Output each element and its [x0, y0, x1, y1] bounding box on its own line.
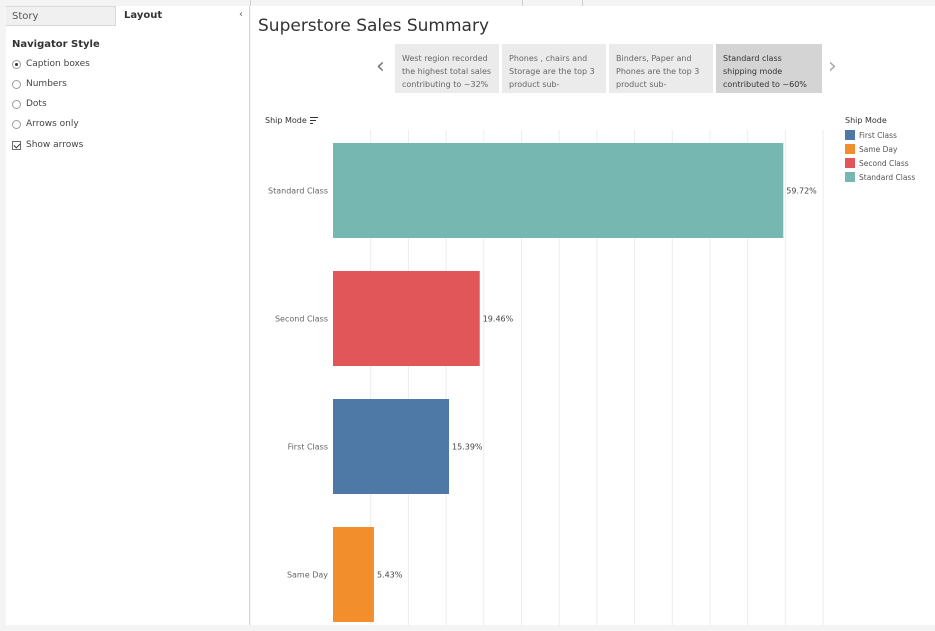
- option-label: Arrows only: [26, 119, 79, 129]
- story-point-caption[interactable]: Phones , chairs and Storage are the top …: [502, 44, 606, 93]
- legend-swatch: [845, 130, 855, 140]
- legend-item-standard-class[interactable]: Standard Class: [845, 170, 933, 184]
- data-label: 59.72%: [786, 187, 817, 196]
- chevron-left-icon[interactable]: ‹: [376, 54, 385, 79]
- option-numbers[interactable]: Numbers: [12, 77, 67, 91]
- legend[interactable]: Ship Mode First Class Same Day Second Cl…: [845, 116, 933, 184]
- toolbar-divider: [250, 0, 251, 6]
- category-label: Same Day: [287, 571, 328, 580]
- legend-item-first-class[interactable]: First Class: [845, 128, 933, 142]
- show-arrows-checkbox[interactable]: Show arrows: [12, 138, 83, 152]
- data-label: 15.39%: [452, 443, 483, 452]
- category-label: First Class: [288, 443, 328, 452]
- chart-bars: [333, 143, 784, 622]
- category-label: Standard Class: [268, 187, 328, 196]
- option-label: Dots: [26, 99, 47, 109]
- page-title: Superstore Sales Summary: [258, 16, 490, 36]
- bar-standard-class[interactable]: [333, 143, 784, 238]
- tab-story[interactable]: Story: [6, 6, 116, 26]
- toolbar-divider: [522, 0, 523, 6]
- option-label: Caption boxes: [26, 59, 90, 69]
- legend-label: Standard Class: [859, 172, 916, 182]
- legend-swatch: [845, 158, 855, 168]
- chevron-right-icon[interactable]: ›: [828, 54, 837, 79]
- story-point-caption-active[interactable]: Standard class shipping mode contributed…: [716, 44, 822, 93]
- data-label: 5.43%: [377, 571, 403, 580]
- bar-second-class[interactable]: [333, 271, 480, 366]
- legend-swatch: [845, 144, 855, 154]
- ship-mode-header-label: Ship Mode: [265, 116, 307, 125]
- radio-icon[interactable]: [12, 99, 21, 109]
- bar-first-class[interactable]: [333, 399, 450, 494]
- legend-title: Ship Mode: [845, 116, 887, 125]
- option-dots[interactable]: Dots: [12, 97, 47, 111]
- legend-item-same-day[interactable]: Same Day: [845, 142, 933, 156]
- story-point-caption[interactable]: West region recorded the highest total s…: [395, 44, 499, 93]
- legend-swatch: [845, 172, 855, 182]
- data-label: 19.46%: [483, 315, 514, 324]
- checkbox-checked-icon[interactable]: [12, 140, 21, 150]
- bar-chart: Standard Class 59.72% Second Class 19.46% Fi…: [268, 130, 824, 625]
- legend-item-second-class[interactable]: Second Class: [845, 156, 933, 170]
- radio-icon[interactable]: [12, 79, 21, 89]
- option-label: Numbers: [26, 79, 67, 89]
- story-main: Superstore Sales Summary ‹ West region r…: [251, 6, 935, 625]
- top-toolbar-strip: [0, 0, 935, 6]
- ship-mode-header[interactable]: Ship Mode: [265, 116, 318, 125]
- chart-labels: Standard Class 59.72% Second Class 19.46% Fi…: [268, 187, 817, 580]
- bar-same-day[interactable]: [333, 527, 374, 622]
- sort-descending-icon[interactable]: [309, 117, 318, 124]
- radio-selected-icon[interactable]: [12, 59, 21, 69]
- option-arrows-only[interactable]: Arrows only: [12, 117, 79, 131]
- legend-label: First Class: [859, 130, 897, 140]
- tab-layout[interactable]: Layout: [116, 6, 234, 26]
- option-caption-boxes[interactable]: Caption boxes: [12, 57, 90, 71]
- panel-tabs: Story Layout ‹: [6, 6, 249, 26]
- legend-label: Second Class: [859, 158, 909, 168]
- navigator-style-heading: Navigator Style: [12, 39, 100, 50]
- legend-label: Same Day: [859, 144, 898, 154]
- story-layout-panel: Story Layout ‹ Navigator Style Caption b…: [6, 6, 250, 625]
- story-point-caption[interactable]: Binders, Paper and Phones are the top 3 …: [609, 44, 713, 93]
- checkbox-label: Show arrows: [26, 140, 84, 150]
- radio-icon[interactable]: [12, 119, 21, 129]
- chevron-left-icon[interactable]: ‹: [239, 9, 243, 20]
- category-label: Second Class: [275, 315, 328, 324]
- toolbar-divider: [582, 0, 583, 6]
